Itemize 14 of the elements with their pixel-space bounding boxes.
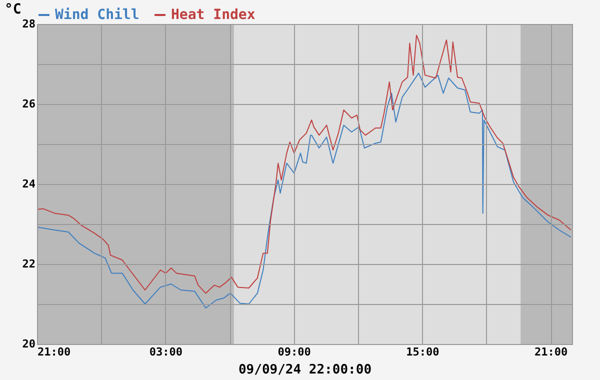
y-tick-label: 24 xyxy=(22,178,36,190)
y-tick-label: 26 xyxy=(22,98,36,110)
x-tick-label: 21:00 xyxy=(38,346,71,358)
x-tick-label: 09:00 xyxy=(278,346,311,358)
x-axis-title: 09/09/24 22:00:00 xyxy=(238,362,372,378)
y-tick-label: 20 xyxy=(22,338,36,350)
text: Wind Chill xyxy=(55,7,140,23)
y-tick-label: 22 xyxy=(22,258,36,270)
y-tick-label: 28 xyxy=(22,18,36,30)
x-tick-label: 21:00 xyxy=(534,346,568,358)
y-axis-title: °C xyxy=(4,2,22,18)
legend-label: Heat Index xyxy=(171,7,256,23)
x-tick-label: 03:00 xyxy=(149,346,182,358)
x-tick-label: 15:00 xyxy=(406,346,440,358)
